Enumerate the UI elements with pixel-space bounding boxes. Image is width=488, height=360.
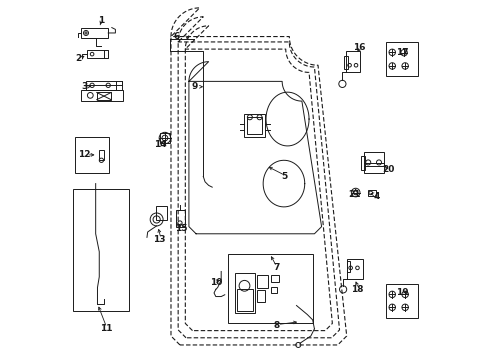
Bar <box>228 253 312 323</box>
Bar <box>86 50 104 58</box>
Text: 4: 4 <box>373 192 380 201</box>
Bar <box>386 42 418 76</box>
Text: 14: 14 <box>154 140 166 149</box>
Text: 1: 1 <box>98 16 104 25</box>
Text: 7: 7 <box>273 264 280 273</box>
Bar <box>367 190 375 196</box>
Bar <box>344 56 347 69</box>
Text: 12: 12 <box>78 150 90 159</box>
Text: 15: 15 <box>175 224 187 233</box>
Bar <box>247 117 262 134</box>
Bar <box>81 90 122 101</box>
Text: 6: 6 <box>173 32 179 41</box>
Bar <box>175 210 184 227</box>
Text: 11: 11 <box>100 324 112 333</box>
Text: 5: 5 <box>280 172 286 181</box>
Text: 18: 18 <box>350 285 363 294</box>
Bar <box>257 290 264 302</box>
Text: 9: 9 <box>191 82 197 91</box>
Bar <box>86 81 116 90</box>
Text: 21: 21 <box>347 190 360 199</box>
Bar <box>346 259 362 279</box>
Bar <box>363 152 384 173</box>
Bar <box>257 275 267 288</box>
Bar <box>73 189 128 311</box>
Bar <box>99 149 103 160</box>
Bar <box>346 261 349 272</box>
Bar <box>386 284 418 318</box>
Text: 3: 3 <box>81 82 88 91</box>
Text: 13: 13 <box>153 235 165 244</box>
Text: 19: 19 <box>395 288 408 297</box>
Bar <box>270 287 277 293</box>
Bar <box>234 273 254 313</box>
Bar <box>74 137 108 173</box>
Bar <box>360 156 364 170</box>
Text: 8: 8 <box>273 321 279 330</box>
Bar <box>81 28 108 39</box>
Text: 2: 2 <box>76 54 82 63</box>
Bar <box>156 206 166 220</box>
Bar <box>244 114 265 137</box>
Bar <box>97 93 111 100</box>
Text: 16: 16 <box>352 43 365 52</box>
Bar <box>236 289 252 311</box>
Bar <box>346 51 360 72</box>
Text: 10: 10 <box>209 278 222 287</box>
Text: 20: 20 <box>381 165 393 174</box>
Bar <box>270 275 278 282</box>
Text: 17: 17 <box>395 48 408 57</box>
Bar <box>160 133 169 143</box>
